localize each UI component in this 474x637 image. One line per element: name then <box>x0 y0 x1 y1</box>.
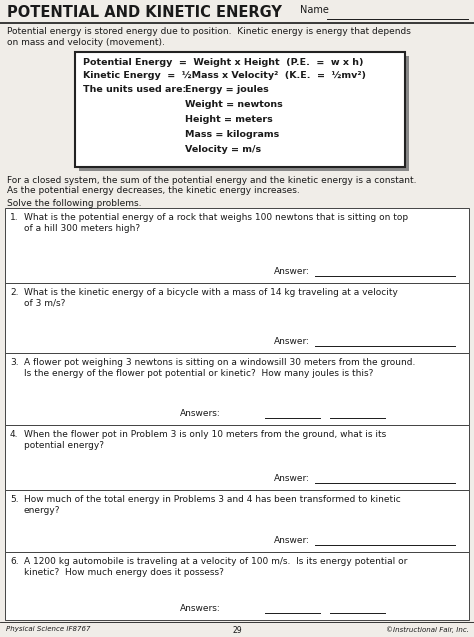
Text: of 3 m/s?: of 3 m/s? <box>24 299 65 308</box>
Text: 2.: 2. <box>10 288 18 297</box>
Text: Physical Science IF8767: Physical Science IF8767 <box>6 626 91 632</box>
Text: Velocity = m/s: Velocity = m/s <box>185 145 261 154</box>
Text: Answer:: Answer: <box>274 267 310 276</box>
Text: ©Instructional Fair, Inc.: ©Instructional Fair, Inc. <box>386 626 469 633</box>
Text: on mass and velocity (movement).: on mass and velocity (movement). <box>7 38 165 47</box>
Text: potential energy?: potential energy? <box>24 441 104 450</box>
Text: Potential Energy  =  Weight x Height  (P.E.  =  w x h): Potential Energy = Weight x Height (P.E.… <box>83 58 364 67</box>
Text: Answer:: Answer: <box>274 337 310 346</box>
Text: 4.: 4. <box>10 430 18 439</box>
Text: 5.: 5. <box>10 495 18 504</box>
Text: of a hill 300 meters high?: of a hill 300 meters high? <box>24 224 140 233</box>
Text: The units used are:: The units used are: <box>83 85 186 94</box>
Text: 29: 29 <box>232 626 242 635</box>
Text: As the potential energy decreases, the kinetic energy increases.: As the potential energy decreases, the k… <box>7 186 300 195</box>
FancyBboxPatch shape <box>5 283 469 353</box>
FancyBboxPatch shape <box>5 490 469 552</box>
Text: Solve the following problems.: Solve the following problems. <box>7 199 142 208</box>
Text: kinetic?  How much energy does it possess?: kinetic? How much energy does it possess… <box>24 568 224 577</box>
FancyBboxPatch shape <box>5 552 469 620</box>
Text: 1.: 1. <box>10 213 18 222</box>
Text: Answer:: Answer: <box>274 536 310 545</box>
Text: Answer:: Answer: <box>274 474 310 483</box>
Text: How much of the total energy in Problems 3 and 4 has been transformed to kinetic: How much of the total energy in Problems… <box>24 495 401 504</box>
Text: Mass = kilograms: Mass = kilograms <box>185 130 279 139</box>
FancyBboxPatch shape <box>75 52 405 167</box>
Text: For a closed system, the sum of the potential energy and the kinetic energy is a: For a closed system, the sum of the pote… <box>7 176 417 185</box>
FancyBboxPatch shape <box>5 353 469 425</box>
Text: 6.: 6. <box>10 557 18 566</box>
Text: Answers:: Answers: <box>180 409 220 418</box>
Text: Answers:: Answers: <box>180 604 220 613</box>
Text: A flower pot weighing 3 newtons is sitting on a windowsill 30 meters from the gr: A flower pot weighing 3 newtons is sitti… <box>24 358 415 367</box>
FancyBboxPatch shape <box>5 208 469 283</box>
Text: Name: Name <box>300 5 329 15</box>
Text: Energy = joules: Energy = joules <box>185 85 269 94</box>
Text: When the flower pot in Problem 3 is only 10 meters from the ground, what is its: When the flower pot in Problem 3 is only… <box>24 430 386 439</box>
Text: Potential energy is stored energy due to position.  Kinetic energy is energy tha: Potential energy is stored energy due to… <box>7 27 411 36</box>
Text: Is the energy of the flower pot potential or kinetic?  How many joules is this?: Is the energy of the flower pot potentia… <box>24 369 374 378</box>
Text: What is the potential energy of a rock that weighs 100 newtons that is sitting o: What is the potential energy of a rock t… <box>24 213 408 222</box>
Text: Kinetic Energy  =  ½Mass x Velocity²  (K.E.  =  ½mv²): Kinetic Energy = ½Mass x Velocity² (K.E.… <box>83 71 366 80</box>
FancyBboxPatch shape <box>79 56 409 171</box>
Text: POTENTIAL AND KINETIC ENERGY: POTENTIAL AND KINETIC ENERGY <box>7 5 282 20</box>
Text: What is the kinetic energy of a bicycle with a mass of 14 kg traveling at a velo: What is the kinetic energy of a bicycle … <box>24 288 398 297</box>
Text: energy?: energy? <box>24 506 61 515</box>
Text: A 1200 kg automobile is traveling at a velocity of 100 m/s.  Is its energy poten: A 1200 kg automobile is traveling at a v… <box>24 557 407 566</box>
Text: Height = meters: Height = meters <box>185 115 273 124</box>
FancyBboxPatch shape <box>5 425 469 490</box>
Text: Weight = newtons: Weight = newtons <box>185 100 283 109</box>
Text: 3.: 3. <box>10 358 18 367</box>
